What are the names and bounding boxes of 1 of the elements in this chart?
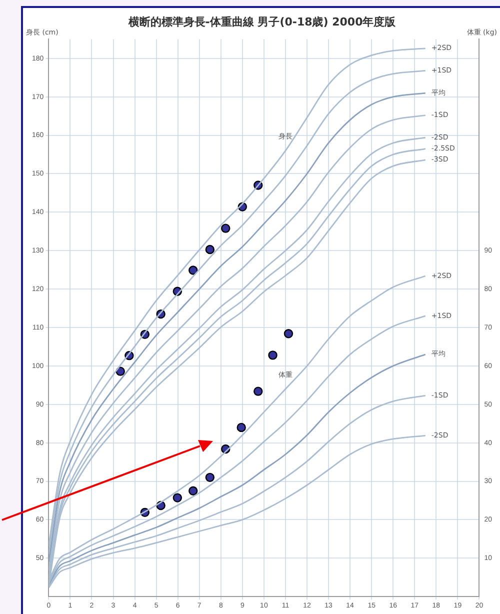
chart-title: 横断的標準身長-体重曲線 男子(0-18歳) 2000年度版 (127, 15, 397, 28)
